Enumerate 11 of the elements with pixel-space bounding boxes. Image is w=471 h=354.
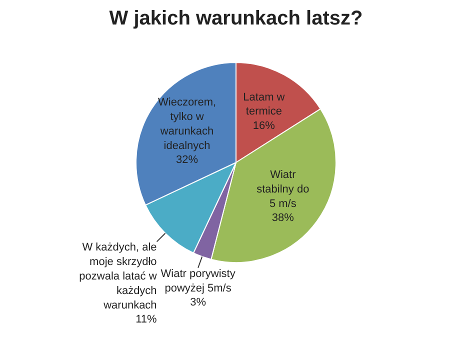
data-label: 16% xyxy=(252,120,276,132)
slice-label: Latam w termice xyxy=(243,91,285,118)
data-label: 11% xyxy=(136,314,158,326)
data-label: 32% xyxy=(176,154,198,166)
slice-label: Wiatr porywisty powyżej 5m/s xyxy=(160,268,236,294)
slice-label: Wieczorem, tylko w warunkach idealnych xyxy=(158,96,216,152)
slice-label: Wiatr stabilny do 5 m/s xyxy=(256,168,310,210)
chart-title: W jakich warunkach latsz? xyxy=(109,8,363,30)
slice-label: W każdych, ale moje skrzydło pozwala latać w każdych warunkach xyxy=(79,242,157,312)
data-label: 38% xyxy=(272,212,294,224)
data-label: 3% xyxy=(190,296,206,309)
